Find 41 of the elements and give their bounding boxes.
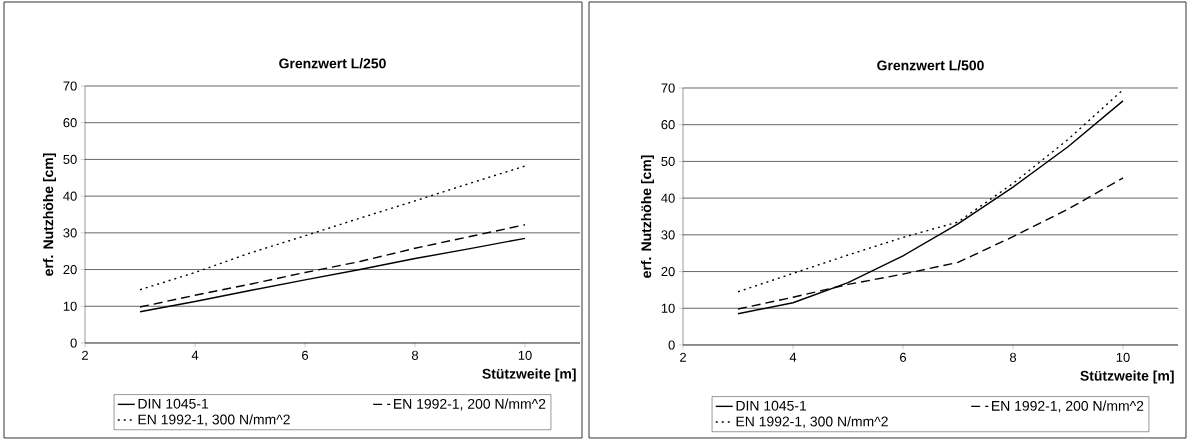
legend-label: EN 1992-1, 200 N/mm^2 (394, 398, 546, 411)
y-axis-title: erf. Nutzhöhe [cm] (42, 153, 56, 276)
y-tick-label: 50 (63, 154, 77, 164)
line-series (139, 224, 526, 308)
y-tick-label: 70 (661, 83, 675, 93)
chart-title: Grenzwert L/500 (877, 60, 984, 71)
x-tick-label: 10 (1116, 352, 1130, 362)
y-tick-label: 60 (63, 118, 77, 128)
y-tick-label: 50 (661, 156, 675, 166)
x-tick-label: 6 (900, 352, 907, 362)
y-tick-label: 20 (661, 266, 675, 277)
y-tick-label: 20 (63, 264, 77, 275)
chart-title: Grenzwert L/250 (279, 58, 386, 69)
x-tick-label: 2 (82, 350, 88, 360)
y-tick-label: 30 (63, 228, 77, 238)
y-axis-title: erf. Nutzhöhe [cm] (640, 155, 654, 278)
x-tick-label: 8 (1009, 352, 1017, 362)
y-tick-label: 10 (63, 301, 77, 311)
legend-label: DIN 1045-1 (138, 398, 209, 409)
y-tick-label: 70 (63, 81, 77, 91)
x-tick-label: 4 (789, 352, 797, 362)
y-tick-label: 0 (70, 338, 77, 348)
x-tick-label: 8 (411, 350, 419, 360)
legend-label: EN 1992-1, 300 N/mm^2 (736, 416, 888, 429)
y-tick-label: 10 (661, 303, 675, 313)
x-tick-label: 10 (518, 350, 532, 360)
x-tick-label: 6 (302, 350, 309, 360)
line-series (139, 237, 526, 313)
y-tick-label: 40 (63, 191, 77, 201)
y-tick-label: 40 (661, 193, 675, 203)
y-tick-label: 60 (661, 120, 675, 130)
legend-label: EN 1992-1, 200 N/mm^2 (992, 400, 1144, 413)
y-tick-label: 30 (661, 230, 675, 240)
x-axis-title: Stützweite [m] (482, 368, 576, 382)
line-series (139, 165, 526, 291)
x-tick-label: 2 (680, 352, 686, 362)
x-tick-label: 4 (191, 350, 199, 360)
x-axis-title: Stützweite [m] (1080, 370, 1174, 384)
legend-label: EN 1992-1, 300 N/mm^2 (138, 414, 290, 427)
y-tick-label: 0 (668, 340, 675, 350)
legend-label: DIN 1045-1 (736, 400, 807, 411)
